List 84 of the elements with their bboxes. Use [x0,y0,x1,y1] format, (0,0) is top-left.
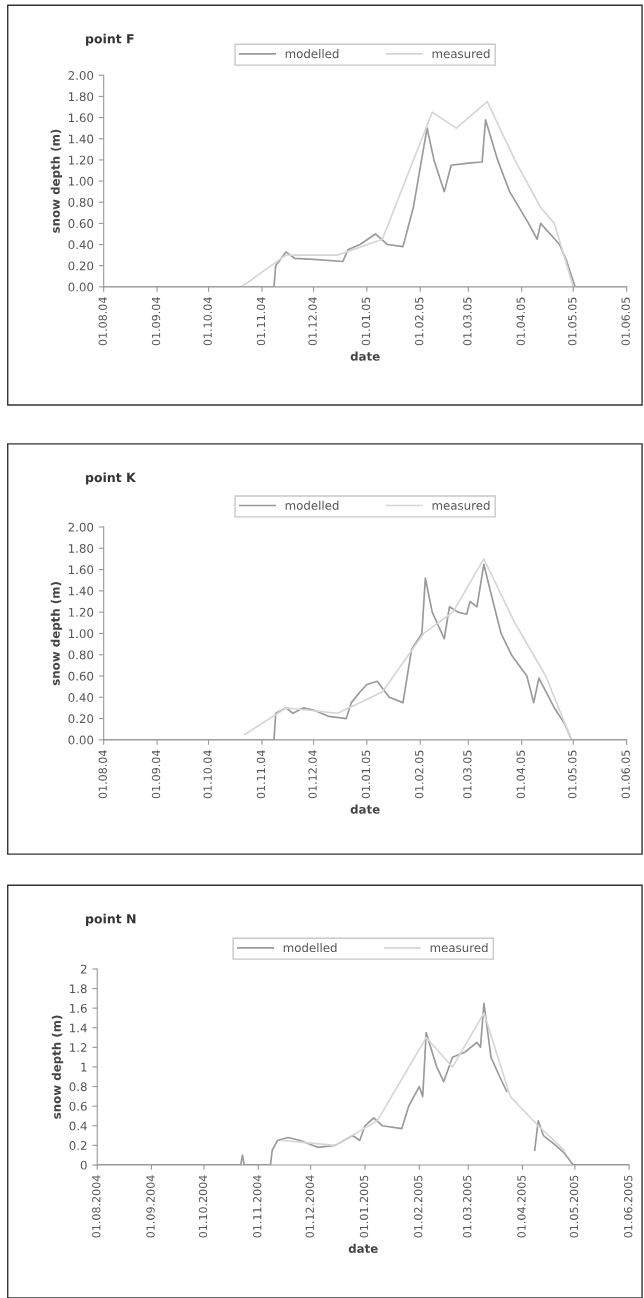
x-tick-label: 01.11.2004 [253,1175,262,1238]
y-tick-label: 0.40 [68,240,94,250]
legend-label: measured [432,49,490,59]
y-tick-label: 1.80 [68,92,94,102]
x-tick-label: 01.04.05 [516,297,525,346]
x-tick-label: 01.10.04 [203,750,212,799]
x-tick-label: 01.02.05 [415,750,424,799]
x-tick-label: 01.09.2004 [146,1175,155,1238]
y-tick-label: 1.60 [68,565,94,575]
y-tick-label: 1.60 [68,113,94,123]
y-tick-label: 0.00 [68,735,94,745]
x-tick-label: 01.03.05 [463,297,472,346]
line-series [281,1012,566,1152]
y-tick-label: 0.4 [69,1121,87,1131]
y-axis-title: snow depth (m) [51,1015,64,1119]
x-tick-label: 01.04.05 [516,750,525,799]
y-tick-label: 1.4 [70,1023,87,1033]
x-tick-label: 01.05.05 [568,297,577,346]
y-tick-label: 1 [81,1062,87,1072]
y-tick-label: 0.40 [68,693,94,702]
x-axis-title: date [350,804,380,814]
y-axis-title: snow depth (m) [50,582,63,686]
x-tick-label: 01.02.05 [415,297,424,346]
legend-label: measured [432,500,490,510]
x-tick-label: 01.06.2005 [624,1175,633,1238]
x-tick-label: 01.03.2005 [463,1175,472,1238]
x-tick-label: 01.08.2004 [92,1175,101,1238]
legend-label: measured [430,942,488,953]
x-tick-label: 01.09.04 [151,297,161,346]
chart-title: point N [86,913,136,926]
chart-title: point F [86,33,134,46]
y-tick-label: 0.00 [68,282,94,292]
y-tick-label: 0.80 [68,650,94,660]
x-tick-label: 01.01.05 [361,750,371,799]
x-tick-label: 01.10.2004 [198,1175,208,1238]
y-tick-label: 0.8 [69,1082,87,1092]
x-tick-label: 01.10.04 [203,297,212,346]
x-tick-label: 01.04.2005 [517,1175,526,1238]
x-tick-label: 01.06.05 [621,750,630,799]
chart-title: point K [86,472,137,485]
x-tick-label: 01.09.04 [151,750,161,799]
y-tick-label: 0.80 [68,197,94,207]
y-axis-title: snow depth (m) [50,129,63,233]
x-axis-title: date [350,351,380,361]
x-tick-label: 01.02.2005 [414,1175,423,1238]
y-tick-label: 0.60 [68,219,94,229]
x-tick-label: 01.11.04 [256,297,266,346]
y-tick-label: 0.20 [68,261,94,271]
y-tick-label: 2 [80,964,87,974]
x-tick-label: 01.11.04 [256,750,266,799]
y-tick-label: 0.2 [69,1141,87,1151]
x-tick-label: 01.12.04 [308,297,317,346]
y-tick-label: 1.8 [70,984,87,994]
x-tick-label: 01.05.05 [568,750,577,799]
x-tick-label: 01.08.04 [98,750,107,799]
y-tick-label: 2.00 [68,71,94,80]
x-tick-label: 01.06.05 [621,297,630,346]
x-tick-label: 01.12.04 [308,750,317,799]
y-tick-label: 1.40 [68,586,94,596]
y-tick-label: 2.00 [68,522,94,532]
line-series [243,558,573,740]
x-tick-label: 01.12.2004 [305,1175,314,1238]
y-tick-label: 0.6 [69,1101,87,1111]
legend-label: modelled [285,500,339,510]
y-tick-label: 0.20 [68,714,94,724]
x-tick-label: 01.03.05 [463,750,472,799]
x-tick-label: 01.01.05 [361,297,371,346]
y-tick-label: 1.00 [68,629,94,639]
y-tick-label: 1.6 [70,1003,87,1013]
x-axis-title: date [348,1243,378,1253]
y-tick-label: 1.40 [68,134,94,144]
x-tick-label: 01.08.04 [98,297,107,346]
line-series [240,100,575,287]
y-tick-label: 0 [80,1160,87,1170]
y-tick-label: 0.60 [68,671,94,681]
y-tick-label: 1.20 [68,155,94,165]
y-tick-label: 1.20 [68,607,94,617]
y-tick-label: 1.00 [68,176,94,186]
y-tick-label: 1.80 [68,544,94,553]
legend-label: modelled [283,942,337,953]
x-tick-label: 01.05.2005 [569,1175,579,1238]
legend-label: modelled [285,49,339,59]
y-tick-label: 1.2 [70,1043,87,1052]
x-tick-label: 01.01.2005 [359,1175,369,1238]
